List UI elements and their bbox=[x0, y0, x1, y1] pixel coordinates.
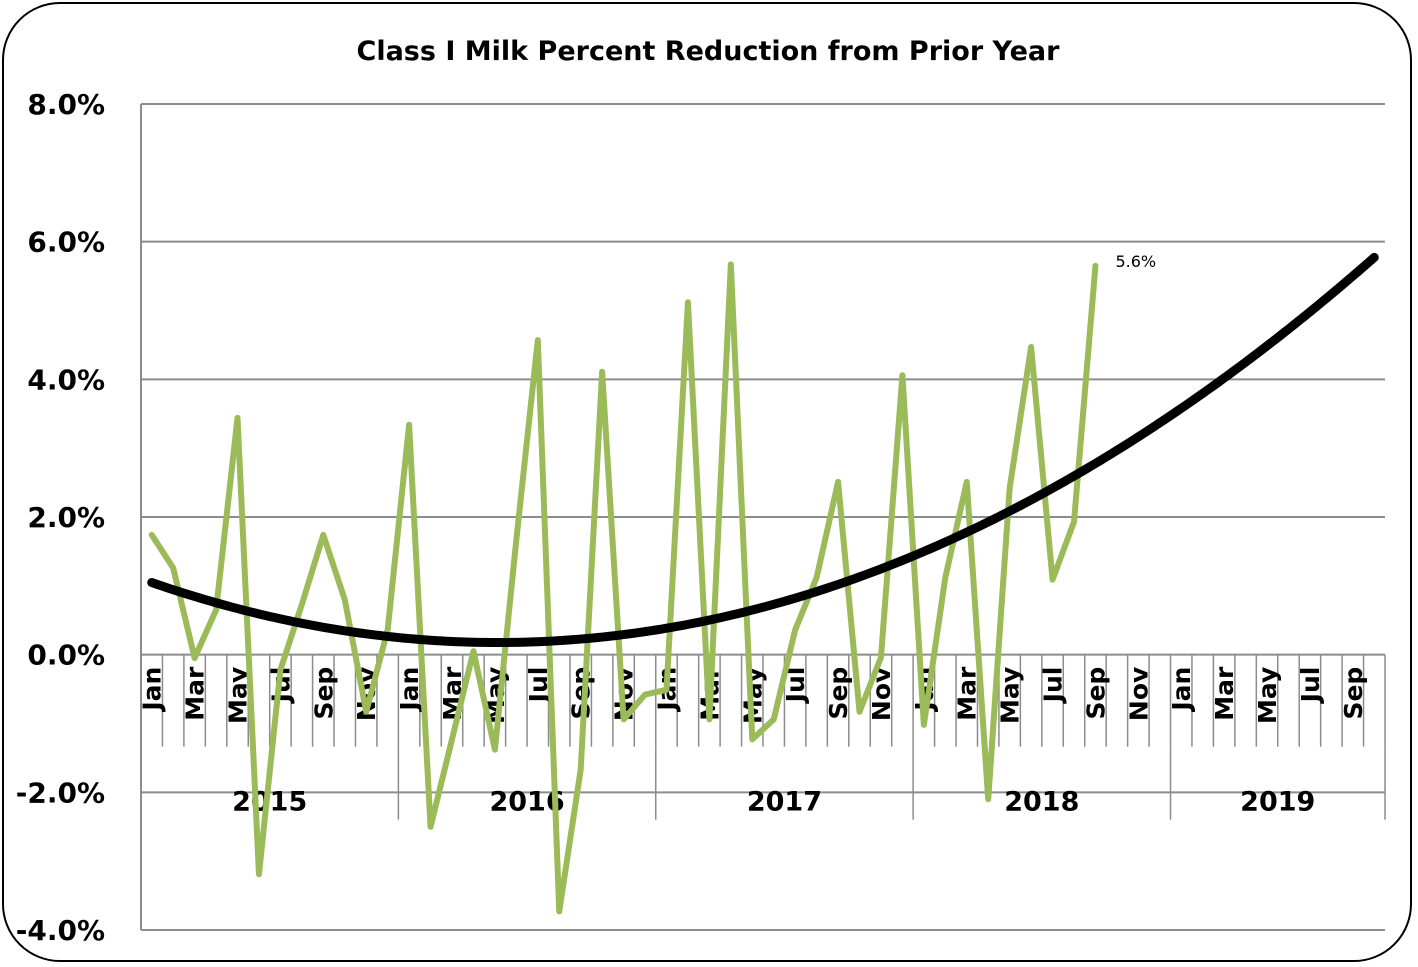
y-tick-label: -2.0% bbox=[16, 776, 105, 809]
month-label: Jul bbox=[1039, 667, 1068, 705]
month-label: Jan bbox=[1167, 667, 1196, 713]
y-tick-label: 8.0% bbox=[27, 88, 105, 121]
y-tick-label: 0.0% bbox=[27, 639, 105, 672]
month-label: May bbox=[996, 667, 1025, 724]
y-tick-label: -4.0% bbox=[16, 914, 105, 947]
month-label: Sep bbox=[309, 667, 338, 720]
month-label: Sep bbox=[1339, 667, 1368, 720]
y-tick-label: 2.0% bbox=[27, 501, 105, 534]
data-label: 5.6% bbox=[1115, 252, 1156, 271]
month-label: Mar bbox=[181, 666, 210, 721]
y-tick-label: 6.0% bbox=[27, 226, 105, 259]
month-label: May bbox=[1253, 667, 1282, 724]
year-label: 2018 bbox=[1004, 787, 1079, 818]
month-label: Jan bbox=[395, 667, 424, 713]
y-tick-label: 4.0% bbox=[27, 363, 105, 396]
year-label: 2017 bbox=[747, 787, 822, 818]
month-label: Jul bbox=[1296, 667, 1325, 705]
data-series-line bbox=[148, 261, 1099, 915]
chart-title: Class I Milk Percent Reduction from Prio… bbox=[357, 36, 1061, 67]
month-label: Sep bbox=[1081, 667, 1110, 720]
month-label: Mar bbox=[1210, 666, 1239, 721]
year-label: 2019 bbox=[1240, 787, 1315, 818]
month-label: Sep bbox=[824, 667, 853, 720]
month-label: Jan bbox=[138, 667, 167, 713]
month-label: Nov bbox=[1124, 667, 1153, 721]
trendline bbox=[147, 252, 1379, 648]
